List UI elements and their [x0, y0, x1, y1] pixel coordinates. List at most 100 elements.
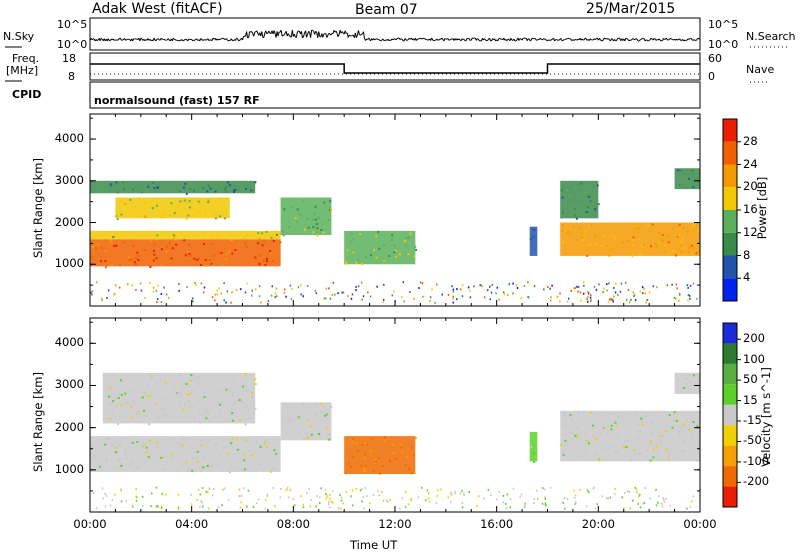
power-speckle — [355, 285, 357, 288]
power-speckle — [251, 289, 253, 292]
nsky-trace — [225, 38, 228, 41]
velocity-cell — [570, 419, 573, 422]
power-cell — [355, 261, 358, 264]
power-speckle — [614, 291, 617, 294]
velocity-cell — [170, 454, 173, 457]
power-speckle — [156, 301, 158, 304]
velocity-cell — [372, 470, 375, 473]
velocity-speckle — [111, 498, 114, 501]
velocity-speckle — [165, 493, 167, 496]
velocity-speckle — [463, 492, 465, 495]
velocity-cell — [136, 441, 139, 444]
velocity-cell — [110, 416, 113, 419]
power-cell — [680, 250, 683, 253]
velocity-cell — [671, 426, 674, 429]
power-colorbar-segment — [723, 278, 737, 301]
velocity-cell — [636, 437, 639, 440]
velocity-cell — [592, 424, 595, 427]
power-speckle — [393, 290, 395, 293]
power-colorbar-tick-label: 12 — [743, 224, 758, 239]
nsky-trace — [566, 37, 569, 40]
power-speckle — [246, 282, 248, 285]
velocity-speckle — [649, 497, 652, 500]
nsky-trace — [670, 37, 672, 40]
power-speckle — [574, 287, 576, 290]
power-cell — [294, 217, 297, 220]
velocity-cell — [598, 413, 601, 416]
power-region-2 — [115, 197, 230, 219]
velocity-speckle — [387, 500, 389, 503]
nsky-trace — [605, 37, 607, 40]
velocity-cell — [309, 425, 312, 428]
power-cell — [316, 227, 319, 230]
power-cell — [606, 245, 609, 248]
velocity-speckle — [150, 504, 152, 507]
power-cell — [594, 208, 597, 211]
velocity-cell — [617, 414, 620, 417]
nsky-trace — [648, 39, 651, 41]
power-speckle — [95, 281, 98, 284]
velocity-speckle — [447, 496, 450, 499]
velocity-speckle — [490, 494, 492, 497]
power-cell — [383, 259, 386, 262]
nsky-trace — [550, 39, 552, 41]
power-speckle — [149, 282, 151, 285]
velocity-cell — [133, 416, 136, 419]
velocity-speckle — [637, 502, 639, 505]
velocity-speckle — [332, 489, 334, 492]
nsky-trace — [246, 31, 249, 38]
velocity-cell — [646, 455, 649, 458]
power-cell — [655, 245, 658, 248]
power-cell — [144, 202, 147, 205]
power-cell — [184, 235, 187, 238]
velocity-speckle — [361, 487, 363, 490]
power-cell — [160, 248, 163, 251]
power-cell — [588, 223, 591, 226]
nsky-trace — [556, 39, 558, 41]
nsky-trace — [126, 38, 128, 41]
velocity-cell — [566, 442, 569, 445]
power-cell — [382, 258, 385, 261]
velocity-speckle — [544, 496, 546, 499]
nsky-trace — [576, 38, 579, 41]
velocity-cell — [238, 388, 241, 391]
velocity-speckle — [496, 498, 498, 501]
velocity-cell — [164, 381, 167, 384]
power-cell — [109, 238, 112, 241]
nsky-trace — [361, 33, 363, 35]
nsky-trace — [689, 37, 692, 40]
power-speckle — [633, 295, 635, 298]
velocity-cell — [388, 436, 391, 439]
velocity-cell — [580, 442, 583, 445]
velocity-cell — [203, 395, 206, 398]
power-cell — [128, 256, 131, 259]
power-cell — [664, 244, 667, 247]
velocity-cell — [582, 410, 585, 413]
power-ytick-label: 3000 — [54, 172, 84, 187]
velocity-speckle — [207, 491, 209, 494]
power-cell — [173, 238, 176, 241]
nsky-trace — [318, 31, 321, 37]
velocity-cell — [163, 455, 166, 458]
power-speckle — [429, 296, 432, 299]
velocity-cell — [617, 416, 620, 419]
velocity-speckle — [405, 505, 407, 508]
velocity-cell — [404, 464, 407, 467]
velocity-speckle — [345, 491, 348, 494]
power-cell — [246, 233, 249, 236]
power-cell — [175, 243, 178, 246]
power-speckle — [675, 283, 677, 286]
velocity-cell — [198, 408, 201, 411]
velocity-cell — [143, 391, 146, 394]
power-speckle — [451, 285, 453, 288]
power-cell — [687, 251, 690, 254]
power-speckle — [107, 289, 110, 292]
nsky-trace — [167, 38, 170, 41]
velocity-cell — [179, 373, 182, 376]
velocity-speckle — [643, 501, 646, 504]
power-cell — [124, 202, 127, 205]
power-cell — [579, 226, 582, 229]
power-cell — [257, 231, 260, 234]
power-cell — [532, 235, 535, 238]
velocity-speckle — [519, 495, 521, 498]
